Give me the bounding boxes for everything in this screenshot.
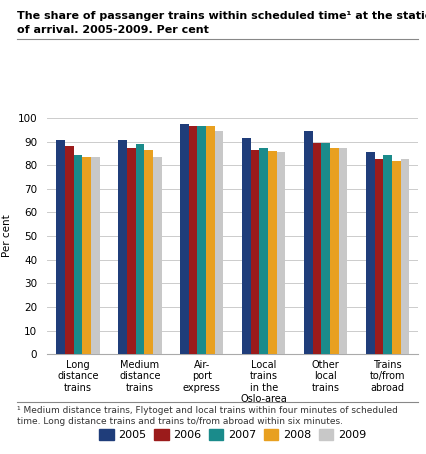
Bar [303,131,312,354]
Bar [259,148,268,354]
Bar [180,124,188,354]
Text: of arrival. 2005-2009. Per cent: of arrival. 2005-2009. Per cent [17,25,208,35]
Bar [135,144,144,354]
Bar [320,143,329,354]
Bar [82,157,91,354]
Bar [153,157,161,354]
Bar [197,126,206,354]
Bar [188,126,197,354]
Text: ¹ Medium distance trains, Flytoget and local trains within four minutes of sched: ¹ Medium distance trains, Flytoget and l… [17,406,397,426]
Y-axis label: Per cent: Per cent [2,215,12,257]
Bar [268,151,276,354]
Bar [382,155,391,354]
Bar [65,146,73,354]
Bar [56,140,65,354]
Bar [365,152,374,354]
Bar [312,143,320,354]
Bar [144,150,153,354]
Bar [400,159,408,354]
Bar [374,159,382,354]
Bar [242,138,250,354]
Text: The share of passanger trains within scheduled time¹ at the station: The share of passanger trains within sch… [17,11,426,21]
Legend: 2005, 2006, 2007, 2008, 2009: 2005, 2006, 2007, 2008, 2009 [96,426,368,444]
Bar [73,155,82,354]
Bar [250,150,259,354]
Bar [206,126,214,354]
Bar [118,140,127,354]
Bar [127,148,135,354]
Bar [214,131,223,354]
Bar [329,148,338,354]
Bar [338,148,346,354]
Bar [391,161,400,354]
Bar [276,152,285,354]
Bar [91,157,99,354]
